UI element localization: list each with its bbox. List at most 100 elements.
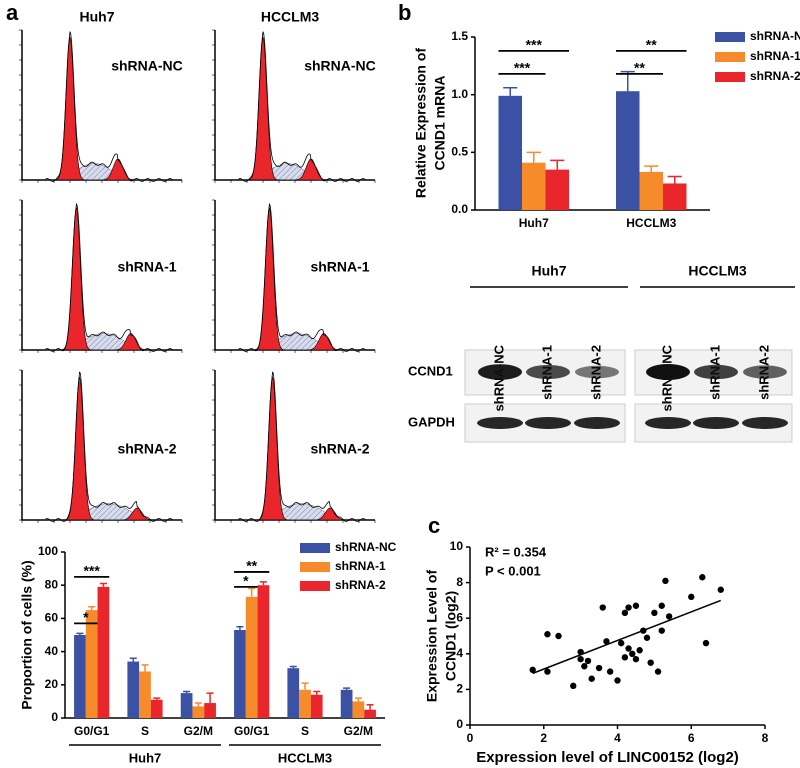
bar [245, 596, 258, 718]
bar [522, 162, 546, 210]
legend-swatch [715, 32, 745, 42]
histogram-s-phase [46, 503, 174, 521]
legend-label: shRNA-NC [335, 540, 397, 554]
group-label: Huh7 [129, 750, 162, 765]
error-bar [206, 692, 214, 704]
point [529, 666, 536, 674]
x-tick-label: 6 [688, 731, 695, 745]
y-tick-label: 0.5 [451, 145, 468, 159]
point [699, 574, 706, 581]
significance-label: ** [646, 37, 657, 53]
point [599, 604, 606, 611]
histogram-axis [21, 30, 182, 181]
point [544, 631, 551, 638]
error-bar [236, 625, 244, 631]
point [625, 645, 632, 652]
error-bar [76, 632, 84, 635]
bar [85, 610, 98, 718]
histogram-axis [214, 200, 375, 351]
x-tick-label: G0/G1 [74, 724, 110, 738]
y-axis-title: Proportion of cells (%) [19, 560, 35, 709]
bar [340, 689, 353, 718]
legend-swatch [300, 581, 330, 591]
error-bar [343, 687, 351, 690]
bar [299, 689, 311, 718]
bar [127, 661, 140, 718]
error-bar [526, 151, 541, 163]
point [577, 655, 584, 663]
point [621, 609, 629, 617]
x-tick-label: G2/M [184, 724, 213, 738]
error-bar [99, 582, 107, 587]
legend-label: shRNA-2 [335, 578, 386, 592]
point [595, 664, 603, 672]
histogram-outline [45, 31, 174, 182]
error-bar [313, 690, 321, 695]
point [665, 613, 673, 620]
y-tick-label: 8 [456, 575, 463, 589]
y-tick-label: 0 [51, 710, 58, 724]
x-tick-label: G0/G1 [234, 724, 270, 738]
y-tick-label: 1.5 [451, 29, 468, 43]
bar [287, 668, 300, 718]
point [625, 604, 632, 611]
histogram-g1-peak [239, 206, 367, 351]
point [658, 602, 665, 609]
bar [364, 709, 376, 718]
significance-label: * [243, 573, 249, 589]
error-bar [141, 664, 149, 672]
histogram-g2-peak [46, 158, 174, 181]
point [688, 593, 695, 601]
bar [545, 169, 569, 210]
point [555, 632, 562, 640]
point [632, 655, 640, 663]
blot-band [743, 365, 787, 379]
error-bar [248, 587, 256, 597]
error-bar [129, 657, 137, 662]
point [588, 675, 595, 682]
error-bar [194, 702, 202, 707]
y-tick-label: 20 [45, 677, 59, 691]
blot-band [693, 417, 739, 429]
bar [97, 586, 110, 718]
x-tick-label: S [301, 724, 309, 738]
legend-label: shRNA-1 [750, 49, 800, 63]
annotation: R² = 0.354 [485, 544, 547, 559]
blot-band [574, 417, 620, 429]
blot-band [646, 364, 690, 380]
bar [180, 693, 193, 718]
significance-label: ** [634, 60, 645, 76]
x-tick-label: S [141, 724, 149, 738]
y-axis-title: CCND1 (log2) [443, 591, 459, 681]
point [636, 647, 643, 654]
histogram-axis [214, 30, 375, 181]
row-label: shRNA-1 [117, 259, 176, 275]
point [702, 639, 710, 647]
histogram-outline [238, 31, 367, 182]
bar [616, 91, 640, 210]
blot-band [478, 364, 522, 380]
point [621, 654, 629, 661]
group-label: HCCLM3 [278, 750, 332, 765]
error-bar [644, 165, 659, 172]
histogram-g2-peak [239, 158, 367, 181]
bar [139, 671, 151, 718]
histogram-g2-peak [239, 507, 367, 521]
error-bar [550, 159, 565, 170]
histogram-outline [45, 371, 174, 522]
blot-row-label: CCND1 [408, 363, 453, 378]
bar [192, 706, 205, 718]
significance-label: *** [514, 60, 531, 76]
significance-label: * [83, 609, 89, 625]
row-label: shRNA-2 [310, 441, 369, 457]
point [584, 657, 592, 665]
row-label: shRNA-2 [117, 441, 176, 457]
y-tick-label: 40 [45, 644, 59, 658]
y-axis-title: Expression Level of [424, 570, 440, 703]
x-axis-title: Expression level of LINC00152 (log2) [476, 749, 739, 766]
error-bar [354, 697, 362, 702]
column-title: HCCLM3 [261, 9, 320, 25]
y-tick-label: 10 [450, 539, 464, 553]
bar [204, 703, 216, 718]
